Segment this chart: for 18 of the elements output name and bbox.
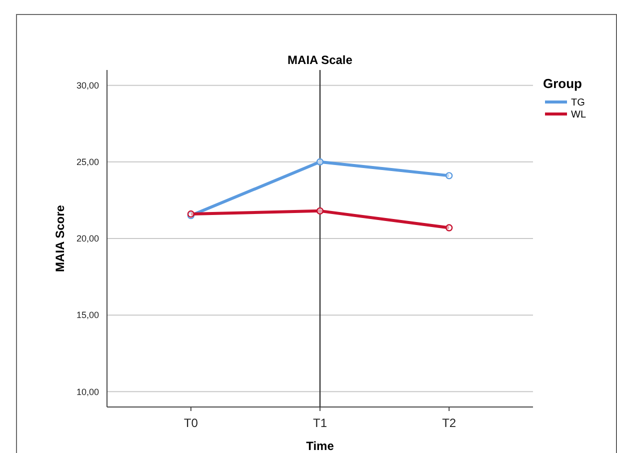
x-tick-label: T2 xyxy=(442,416,456,430)
y-tick-label: 10,00 xyxy=(76,386,99,397)
legend-label: WL xyxy=(571,110,586,120)
chart-title: MAIA Scale xyxy=(288,53,353,67)
legend-title: Group xyxy=(543,76,582,91)
point xyxy=(316,207,324,215)
y-tick-label: 25,00 xyxy=(76,157,99,168)
y-axis-title: MAIA Score xyxy=(53,204,67,272)
y-tick-label: 15,00 xyxy=(76,310,99,320)
y-tick-label: 20,00 xyxy=(76,234,99,244)
x-tick-label: T0 xyxy=(184,416,198,430)
y-tick-label: 30,00 xyxy=(76,80,99,90)
legend-label: TG xyxy=(571,98,586,108)
point xyxy=(445,224,453,232)
x-axis-title: Time xyxy=(306,439,334,453)
point xyxy=(316,158,324,166)
x-tick-label: T1 xyxy=(312,416,328,430)
point xyxy=(445,172,453,180)
